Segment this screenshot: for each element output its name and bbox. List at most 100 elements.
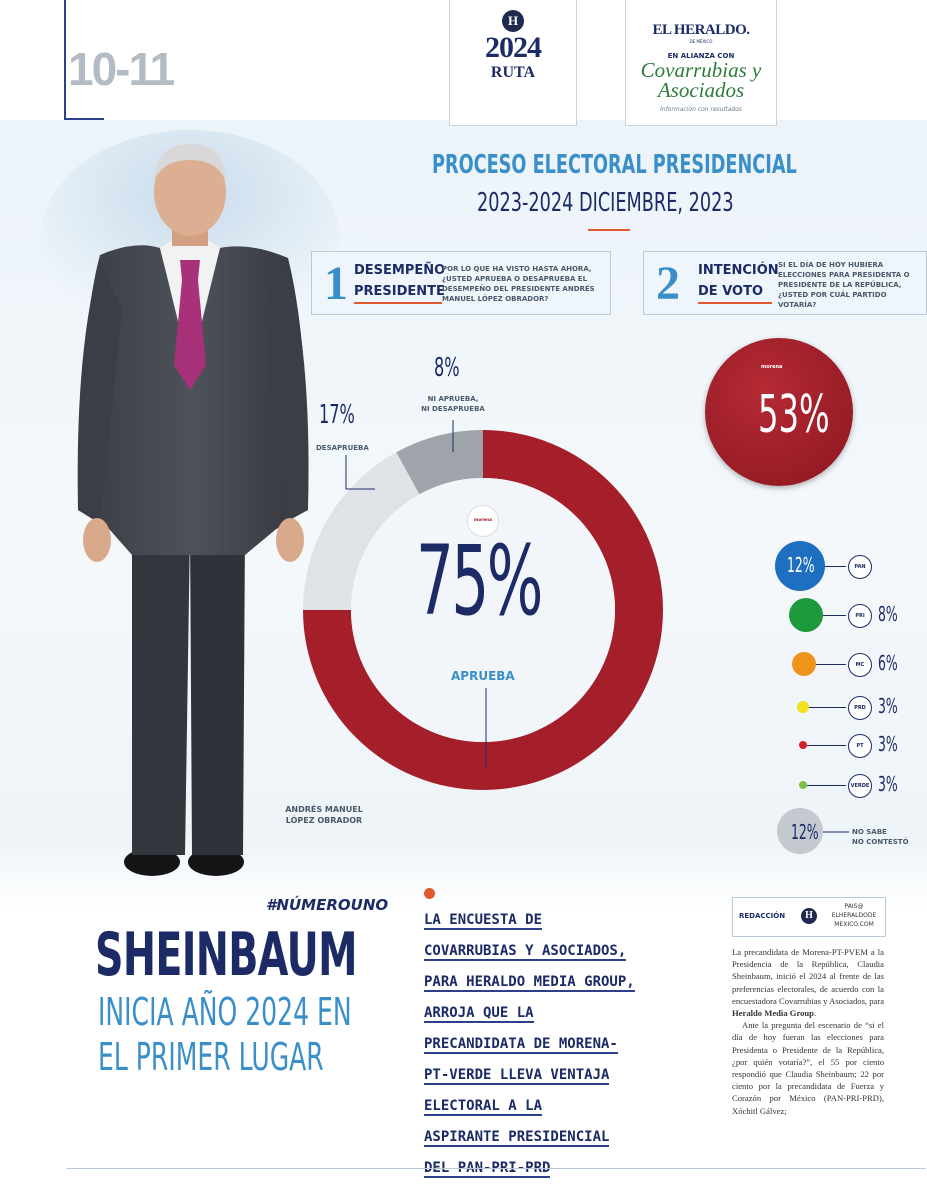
party-percent: 3% [878, 694, 898, 718]
party-leader-line [823, 615, 846, 616]
ni-leader-line [452, 420, 454, 452]
party-leader-line [807, 785, 846, 786]
hashtag: #NÚMEROUNO [266, 896, 389, 914]
headline: SHEINBAUM [95, 920, 357, 990]
party-bubble-pt [799, 741, 807, 749]
donut-hole [351, 478, 615, 742]
article-paragraph-2: Ante la pregunta del escenario de “si el… [732, 1020, 884, 1116]
person-caption-line2: LÓPEZ OBRADOR [285, 816, 363, 825]
morena-center-logo-text: morena [474, 517, 492, 522]
question-2-box: 2 INTENCIÓN DE VOTO SI EL DÍA DE HOY HUB… [643, 251, 927, 315]
nosabe-percent: 12% [791, 820, 819, 844]
desaprueba-percent: 17% [319, 400, 355, 430]
headline-sub: INICIA AÑO 2024 EN EL PRIMER LUGAR [98, 990, 352, 1080]
party-leader-line [807, 745, 846, 746]
party-percent: 3% [878, 732, 898, 756]
subhead-line: PARA HERALDO MEDIA GROUP, [424, 967, 694, 998]
subhead-line: PRECANDIDATA DE MORENA- [424, 1029, 694, 1060]
subhead: LA ENCUESTA DE COVARRUBIAS Y ASOCIADOS, PA… [424, 905, 694, 1184]
subhead-line-text: PRECANDIDATA DE MORENA- [424, 1036, 618, 1054]
ruta-year: 2024 [485, 31, 542, 64]
subhead-line: ARROJA QUE LA [424, 998, 694, 1029]
ruta-2024-logo: H 2024 RUTA [449, 0, 577, 126]
page-number: 10-11 [68, 43, 175, 95]
party-percent: 8% [878, 602, 898, 626]
desaprueba-leader-line [345, 455, 375, 490]
question-1-title-b: PRESIDENTE [354, 284, 445, 299]
article-paragraph-1-end: . [813, 1008, 817, 1019]
byline-h-icon: H [801, 908, 817, 924]
person-photo [40, 130, 340, 876]
subhead-line: ASPIRANTE PRESIDENCIAL [424, 1122, 694, 1153]
title-accent-line [588, 229, 630, 231]
byline: REDACCIÓN [739, 912, 786, 920]
party-bubble-mc [792, 652, 816, 676]
morena-bubble: morena [705, 338, 853, 486]
aprueba-percent: 75% [416, 525, 543, 637]
subhead-line-text: ASPIRANTE PRESIDENCIAL [424, 1129, 610, 1147]
page-number-base [64, 118, 104, 120]
morena-center-logo: morena [467, 505, 499, 537]
bottom-rule [66, 1168, 926, 1169]
question-1-underline [354, 302, 442, 304]
party-percent: 12% [787, 553, 815, 577]
nosabe-leader-line [823, 831, 849, 833]
covarrubias-name: Covarrubias y Asociados [640, 58, 762, 102]
ruta-word: RUTA [490, 64, 536, 81]
heraldo-covarrubias-logo: EL HERALDO. DE MÉXICO EN ALIANZA CON Cov… [625, 0, 777, 126]
article-body: La precandidata de Morena-PT-PVEM a la P… [732, 946, 884, 1117]
person-caption: ANDRÉS MANUEL LÓPEZ OBRADOR [279, 804, 369, 826]
covarrubias-tagline: Información con resultados [660, 106, 742, 113]
party-percent: 3% [878, 772, 898, 796]
party-logo-pt: PT [848, 734, 872, 758]
alianza-label: EN ALIANZA CON [667, 52, 735, 60]
aprueba-leader-line [485, 688, 487, 768]
nosabe-label-line1: NO SABE [852, 828, 887, 836]
byline-email: PAIS@ ELHERALDODE MEXICO.COM [825, 902, 883, 929]
subhead-line-text: PARA HERALDO MEDIA GROUP, [424, 974, 635, 992]
party-logo-verde: VERDE [848, 774, 872, 798]
morena-percent: 53% [758, 385, 830, 445]
question-1-number: 1 [324, 257, 348, 310]
subhead-line: ELECTORAL A LA [424, 1091, 694, 1122]
byline-email-line2: ELHERALDODE [831, 912, 877, 919]
heraldo-h-icon: H [502, 10, 524, 32]
question-1-text: POR LO QUE HA VISTO HASTA AHORA, ¿USTED … [442, 265, 595, 303]
aprueba-label: APRUEBA [451, 669, 515, 683]
approval-donut-chart [303, 430, 663, 790]
subhead-line-text: LA ENCUESTA DE [424, 912, 543, 930]
headline-sub-line2: EL PRIMER LUGAR [98, 1035, 324, 1079]
article-paragraph-1: La precandidata de Morena-PT-PVEM a la P… [732, 946, 884, 1019]
party-bubble-pri [789, 598, 823, 632]
subhead-dot [424, 888, 435, 899]
question-1-box: 1 DESEMPEÑO PRESIDENTE POR LO QUE HA VIS… [311, 251, 611, 315]
byline-box: REDACCIÓN H PAIS@ ELHERALDODE MEXICO.COM [732, 897, 886, 937]
nosabe-bubble [777, 808, 823, 854]
question-2-text: SI EL DÍA DE HOY HUBIERA ELECCIONES PARA… [778, 261, 910, 309]
article-paragraph-1-text: La precandidata de Morena-PT-PVEM a la P… [732, 947, 885, 1006]
ni-label-line1: NI APRUEBA, [427, 395, 479, 403]
subhead-line: COVARRUBIAS Y ASOCIADOS, [424, 936, 694, 967]
party-leader-line [809, 707, 846, 708]
desaprueba-label: DESAPRUEBA [316, 444, 369, 452]
party-logo-pri: PRI [848, 604, 872, 628]
donut-slice-desaprueba [303, 452, 420, 610]
byline-email-line1: PAIS@ [844, 903, 864, 910]
party-bubble-pan [775, 541, 825, 591]
heraldo-name: EL HERALDO. [652, 22, 750, 38]
infographic-title: PROCESO ELECTORAL PRESIDENCIAL [432, 150, 797, 180]
subhead-line: LA ENCUESTA DE [424, 905, 694, 936]
party-logo-prd: PRD [848, 696, 872, 720]
subhead-line-text: ARROJA QUE LA [424, 1005, 534, 1023]
subhead-line: PT-VERDE LLEVA VENTAJA [424, 1060, 694, 1091]
question-2-title-a: INTENCIÓN [698, 263, 779, 278]
party-leader-line [825, 566, 846, 567]
subhead-line-text: DEL PAN-PRI-PRD [424, 1160, 551, 1178]
party-bubble-prd [797, 701, 809, 713]
nosabe-label: NO SABE NO CONTESTÓ [852, 827, 909, 847]
party-logo-pan: PAN [848, 555, 872, 579]
person-caption-line1: ANDRÉS MANUEL [285, 805, 363, 814]
ni-label: NI APRUEBA, NI DESAPRUEBA [408, 394, 498, 414]
question-2-title-b: DE VOTO [698, 284, 763, 299]
